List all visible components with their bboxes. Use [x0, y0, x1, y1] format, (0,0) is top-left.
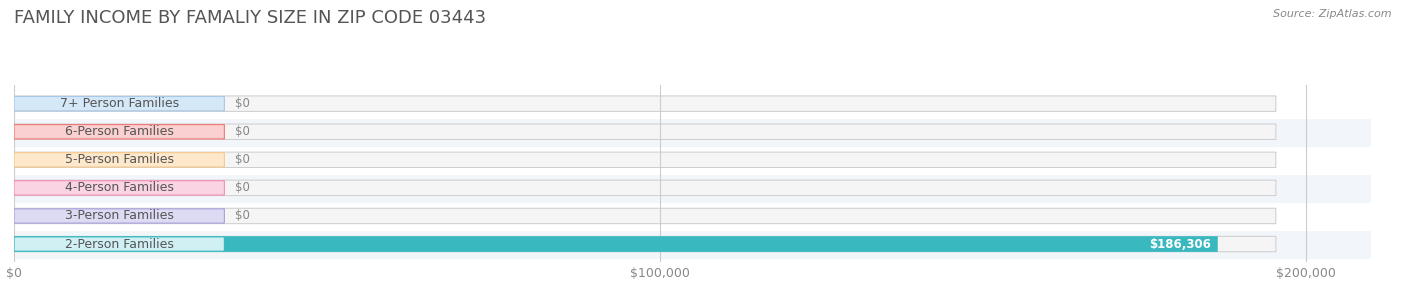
Text: $0: $0 [235, 125, 250, 138]
FancyBboxPatch shape [14, 237, 225, 251]
FancyBboxPatch shape [14, 96, 225, 111]
Text: 2-Person Families: 2-Person Families [65, 238, 174, 250]
Text: $0: $0 [235, 210, 250, 222]
Text: $0: $0 [235, 181, 250, 194]
FancyBboxPatch shape [14, 152, 1275, 167]
Text: 4-Person Families: 4-Person Families [65, 181, 174, 194]
FancyBboxPatch shape [14, 236, 1218, 252]
FancyBboxPatch shape [14, 180, 1275, 196]
FancyBboxPatch shape [14, 236, 1275, 252]
Bar [14, 230, 1371, 258]
Text: $0: $0 [235, 97, 250, 110]
Text: 6-Person Families: 6-Person Families [65, 125, 174, 138]
FancyBboxPatch shape [14, 124, 1275, 139]
FancyBboxPatch shape [14, 96, 1275, 111]
Text: FAMILY INCOME BY FAMALIY SIZE IN ZIP CODE 03443: FAMILY INCOME BY FAMALIY SIZE IN ZIP COD… [14, 9, 486, 27]
Text: $0: $0 [235, 153, 250, 166]
FancyBboxPatch shape [14, 208, 1275, 224]
Text: 7+ Person Families: 7+ Person Families [59, 97, 179, 110]
FancyBboxPatch shape [14, 124, 225, 139]
Bar [14, 118, 1371, 146]
Text: 3-Person Families: 3-Person Families [65, 210, 174, 222]
FancyBboxPatch shape [14, 152, 225, 167]
Text: 5-Person Families: 5-Person Families [65, 153, 174, 166]
Bar [14, 90, 1371, 118]
Text: Source: ZipAtlas.com: Source: ZipAtlas.com [1274, 9, 1392, 19]
FancyBboxPatch shape [14, 181, 225, 195]
Bar [14, 174, 1371, 202]
FancyBboxPatch shape [14, 209, 225, 223]
Bar [14, 146, 1371, 174]
Text: $186,306: $186,306 [1149, 238, 1211, 250]
Bar [14, 202, 1371, 230]
